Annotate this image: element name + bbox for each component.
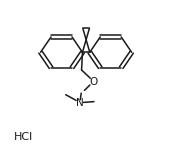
Text: N: N	[75, 98, 83, 108]
Text: O: O	[90, 77, 98, 87]
Text: HCl: HCl	[14, 132, 33, 142]
